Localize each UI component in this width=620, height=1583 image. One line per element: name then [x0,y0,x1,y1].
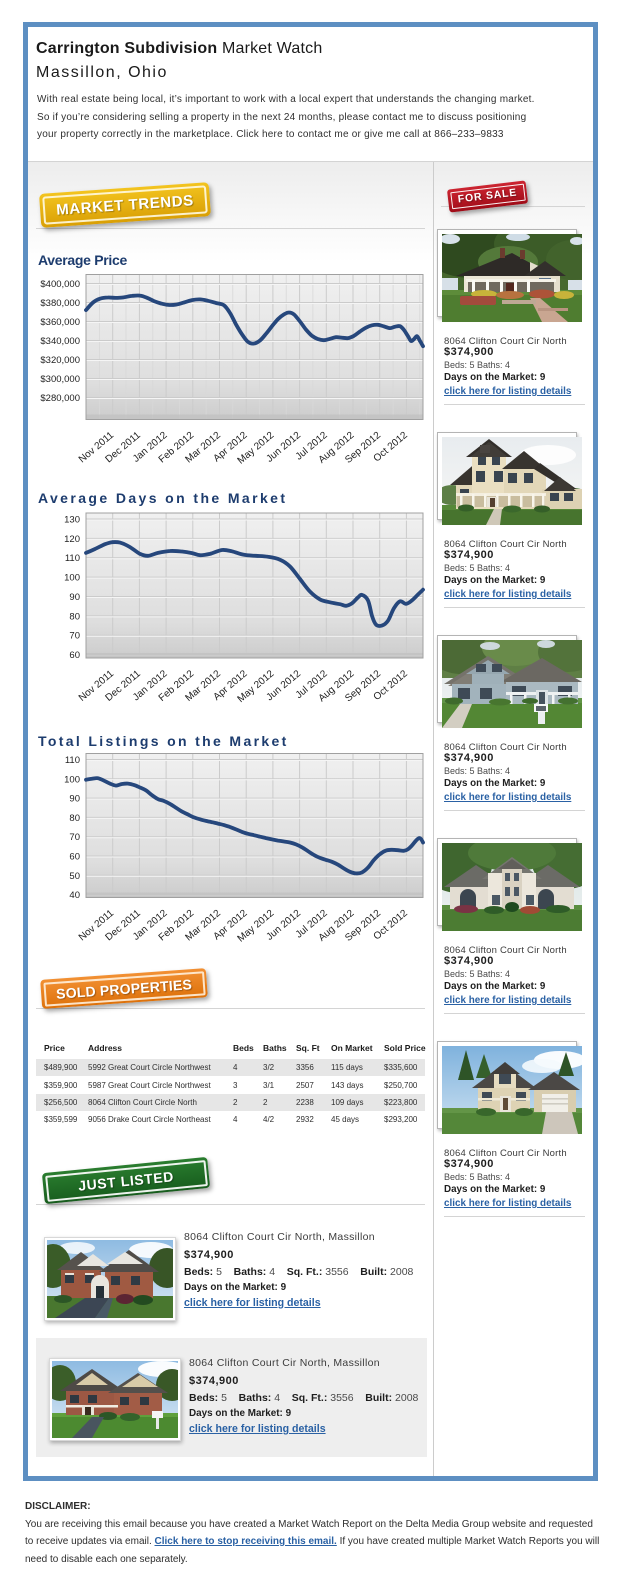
svg-text:80: 80 [69,813,80,824]
svg-text:90: 90 [69,592,80,603]
svg-text:$280,000: $280,000 [40,393,80,404]
svg-text:70: 70 [69,631,80,642]
svg-text:60: 60 [69,650,80,661]
svg-text:70: 70 [69,832,80,843]
svg-text:$400,000: $400,000 [40,279,80,290]
svg-text:40: 40 [69,890,80,901]
svg-text:110: 110 [65,553,80,564]
svg-text:$300,000: $300,000 [40,374,80,385]
svg-text:$380,000: $380,000 [40,298,80,309]
svg-text:$340,000: $340,000 [40,336,80,347]
svg-text:130: 130 [64,515,80,526]
svg-text:60: 60 [69,852,80,863]
svg-text:80: 80 [69,611,80,622]
svg-text:90: 90 [69,794,80,805]
svg-text:110: 110 [65,755,80,766]
svg-text:$360,000: $360,000 [40,317,80,328]
svg-text:100: 100 [64,774,80,785]
svg-text:50: 50 [69,871,80,882]
svg-text:120: 120 [64,534,80,545]
svg-text:$320,000: $320,000 [40,355,80,366]
svg-text:100: 100 [64,573,80,584]
